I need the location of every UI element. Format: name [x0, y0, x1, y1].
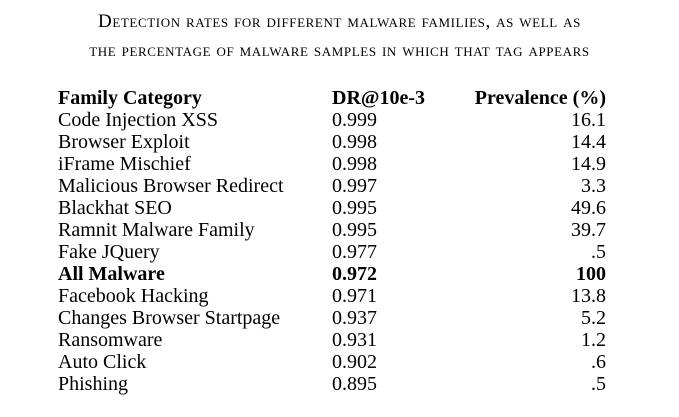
- detection-rate-cell: 0.995: [332, 197, 377, 219]
- family-cell: iFrame Mischief: [58, 153, 191, 175]
- family-cell: All Malware: [58, 263, 165, 285]
- table-caption-line-1: Detection rates for different malware fa…: [98, 11, 581, 32]
- prevalence-cell: 14.9: [571, 153, 606, 175]
- detection-rate-cell: 0.977: [332, 241, 377, 263]
- prevalence-cell: 14.4: [571, 131, 606, 153]
- header-detection-rate: DR@10e-3: [332, 87, 426, 109]
- table-row: Ransomware 0.931 1.2: [58, 329, 606, 351]
- table-caption-line-2: the percentage of malware samples in whi…: [89, 40, 590, 61]
- prevalence-cell: 16.1: [571, 109, 606, 131]
- prevalence-cell: .5: [591, 373, 606, 395]
- prevalence-cell: 5.2: [581, 307, 606, 329]
- family-cell: Auto Click: [58, 351, 147, 373]
- table-row: Facebook Hacking 0.971 13.8: [58, 285, 606, 307]
- table-row: Fake JQuery 0.977 .5: [58, 241, 606, 263]
- malware-detection-table: Family Category DR@10e-3 Prevalence (%) …: [58, 87, 606, 395]
- header-prevalence: Prevalence (%): [474, 87, 606, 109]
- prevalence-cell: 39.7: [571, 219, 606, 241]
- prevalence-cell: 100: [576, 263, 606, 285]
- prevalence-cell: .6: [591, 351, 606, 373]
- table-row: iFrame Mischief 0.998 14.9: [58, 153, 606, 175]
- family-cell: Blackhat SEO: [58, 197, 172, 219]
- family-cell: Browser Exploit: [58, 131, 190, 153]
- detection-rate-cell: 0.971: [332, 285, 377, 307]
- table-row: Blackhat SEO 0.995 49.6: [58, 197, 606, 219]
- detection-rate-cell: 0.997: [332, 175, 377, 197]
- detection-rate-cell: 0.998: [332, 153, 377, 175]
- detection-rate-cell: 0.998: [332, 131, 377, 153]
- family-cell: Ramnit Malware Family: [58, 219, 255, 241]
- detection-rate-cell: 0.972: [332, 263, 377, 285]
- prevalence-cell: 13.8: [571, 285, 606, 307]
- header-row: Family Category DR@10e-3 Prevalence (%): [58, 87, 606, 109]
- header-family-category: Family Category: [58, 87, 202, 109]
- detection-rate-cell: 0.999: [332, 109, 377, 131]
- family-cell: Facebook Hacking: [58, 285, 209, 307]
- prevalence-cell: 1.2: [581, 329, 606, 351]
- table-row: Browser Exploit 0.998 14.4: [58, 131, 606, 153]
- table-row: Code Injection XSS 0.999 16.1: [58, 109, 606, 131]
- detection-rate-cell: 0.931: [332, 329, 377, 351]
- table-row: Auto Click 0.902 .6: [58, 351, 606, 373]
- prevalence-cell: 49.6: [571, 197, 606, 219]
- detection-rate-cell: 0.937: [332, 307, 377, 329]
- table-row: Malicious Browser Redirect 0.997 3.3: [58, 175, 606, 197]
- prevalence-cell: .5: [591, 241, 606, 263]
- detection-rate-cell: 0.995: [332, 219, 377, 241]
- table-header: Family Category DR@10e-3 Prevalence (%): [58, 87, 606, 109]
- detection-rate-cell: 0.902: [332, 351, 377, 373]
- prevalence-cell: 3.3: [581, 175, 606, 197]
- table-row: Phishing 0.895 .5: [58, 373, 606, 395]
- family-cell: Ransomware: [58, 329, 163, 351]
- table-row: Ramnit Malware Family 0.995 39.7: [58, 219, 606, 241]
- family-cell: Phishing: [58, 373, 129, 395]
- table-row: Changes Browser Startpage 0.937 5.2: [58, 307, 606, 329]
- family-cell: Code Injection XSS: [58, 109, 218, 131]
- family-cell: Fake JQuery: [58, 241, 160, 263]
- family-cell: Malicious Browser Redirect: [58, 175, 284, 197]
- family-cell: Changes Browser Startpage: [58, 307, 281, 329]
- table-body: Code Injection XSS 0.999 16.1 Browser Ex…: [58, 109, 606, 395]
- table-row-all-malware: All Malware 0.972 100: [58, 263, 606, 285]
- detection-rate-cell: 0.895: [332, 373, 377, 395]
